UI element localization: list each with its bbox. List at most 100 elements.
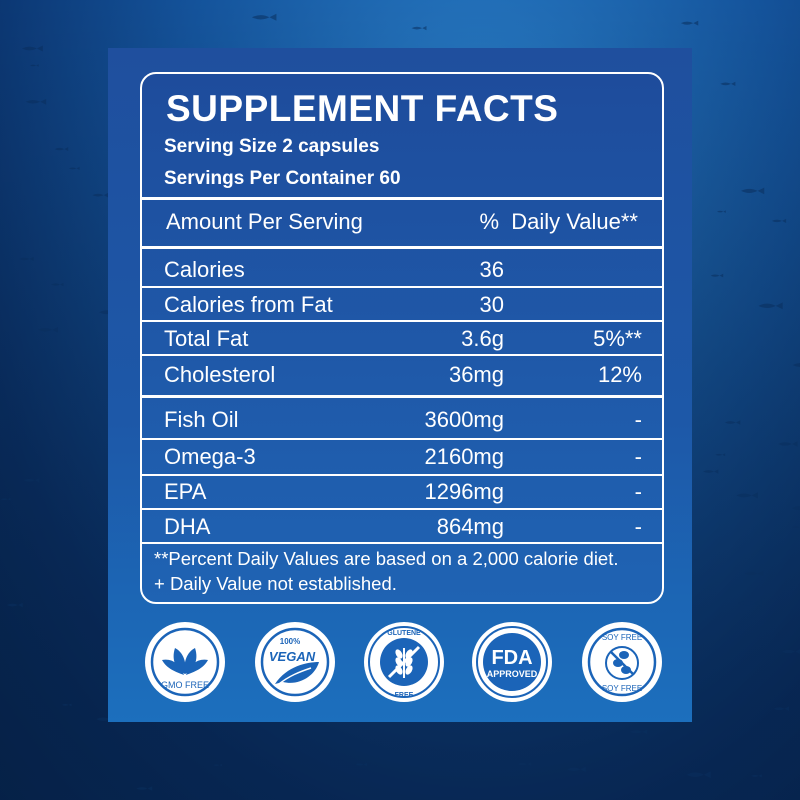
fish-silhouette <box>781 649 800 654</box>
nutrient-name: Calories from Fat <box>164 292 333 317</box>
fish-silhouette <box>771 218 787 223</box>
fish-silhouette <box>686 771 711 779</box>
nutrient-amount: 1296mg <box>424 479 504 504</box>
nutrient-name: Total Fat <box>164 326 249 351</box>
vegan-percent-label: 100% <box>280 637 300 646</box>
fish-silhouette <box>567 766 586 772</box>
nutrient-amount: 3600mg <box>424 407 504 432</box>
fish-silhouette <box>92 192 109 198</box>
fish-silhouette <box>25 98 47 105</box>
soy-free-badge: SOY FREE SOY FREE <box>582 622 662 702</box>
fish-silhouette <box>19 256 34 261</box>
fish-silhouette <box>791 506 800 511</box>
fish-silhouette <box>778 441 798 447</box>
fish-silhouette <box>717 210 726 213</box>
row-divider <box>142 354 662 356</box>
serving-size: Serving Size 2 capsules <box>164 136 380 157</box>
fish-silhouette <box>61 703 72 707</box>
nutrient-daily-value: - <box>634 444 642 469</box>
fish-silhouette <box>96 716 116 722</box>
fish-silhouette <box>773 706 790 711</box>
supplement-facts-box: SUPPLEMENT FACTS Serving Size 2 capsules… <box>140 72 664 604</box>
fish-silhouette <box>68 166 80 170</box>
fish-silhouette <box>251 13 277 21</box>
nutrient-amount: 30 <box>479 292 504 317</box>
vegan-label: VEGAN <box>269 649 316 664</box>
nutrient-amount: 2160mg <box>424 444 504 469</box>
amount-per-serving-header: Amount Per Serving <box>166 209 363 234</box>
fish-silhouette <box>29 64 39 67</box>
soybean-icon: SOY FREE SOY FREE <box>587 627 657 697</box>
fish-silhouette <box>736 492 758 499</box>
row-divider <box>142 286 662 288</box>
fish-silhouette <box>411 26 427 31</box>
facts-title: SUPPLEMENT FACTS <box>166 88 559 129</box>
gluten-free-badge: GLUTENE FREE <box>364 622 444 702</box>
fish-silhouette <box>792 526 800 529</box>
fish-silhouette <box>703 469 719 474</box>
nutrient-daily-value: - <box>634 407 642 432</box>
fish-silhouette <box>680 20 699 26</box>
row-divider <box>142 508 662 510</box>
row-divider <box>142 542 662 544</box>
fish-silhouette <box>737 599 762 607</box>
row-divider <box>142 320 662 322</box>
fish-silhouette <box>213 763 222 767</box>
nutrient-daily-value: 5%** <box>593 326 642 351</box>
fish-silhouette <box>629 729 648 735</box>
vegan-leaf-icon: 100% VEGAN <box>260 627 330 697</box>
nutrient-amount: 3.6g <box>461 326 504 351</box>
gmo-free-badge: GMO FREE <box>145 622 225 702</box>
fish-silhouette <box>23 478 40 483</box>
gmo-free-label: GMO FREE <box>161 680 209 690</box>
nutrient-name: Cholesterol <box>164 362 276 387</box>
fish-silhouette <box>751 774 762 778</box>
fish-silhouette <box>720 81 736 87</box>
soy-top-label: SOY FREE <box>602 633 642 642</box>
nutrient-name: Calories <box>164 257 245 282</box>
fda-approved-badge: FDA APPROVED <box>472 622 552 702</box>
fish-silhouette <box>136 786 153 791</box>
footnote-not-established: + Daily Value not established. <box>154 573 397 594</box>
divider-thick <box>142 395 662 398</box>
fish-silhouette <box>355 762 367 767</box>
nutrient-amount: 36 <box>479 257 504 282</box>
fish-silhouette <box>740 187 765 195</box>
soy-bottom-label: SOY FREE <box>602 684 642 693</box>
fish-silhouette <box>744 570 764 577</box>
nutrient-daily-value: - <box>634 479 642 504</box>
fish-silhouette <box>724 420 741 425</box>
daily-value-header: % Daily Value** <box>479 209 638 234</box>
nutrient-name: Omega-3 <box>164 444 256 469</box>
nutrient-daily-value: 12% <box>597 362 642 387</box>
certification-badges: GMO FREE 100% VEGAN GLUTENE FREE <box>0 622 800 712</box>
nutrient-amount: 36mg <box>448 362 504 387</box>
wheat-icon: GLUTENE FREE <box>368 626 440 699</box>
fda-label: FDA <box>491 647 532 669</box>
approved-label: APPROVED <box>487 669 538 679</box>
nutrient-name: Fish Oil <box>164 407 239 432</box>
footnote-daily-values: **Percent Daily Values are based on a 2,… <box>154 548 619 569</box>
row-divider <box>142 474 662 476</box>
nutrient-name: DHA <box>164 514 211 539</box>
fda-icon: FDA APPROVED <box>476 626 548 698</box>
fish-silhouette <box>51 282 64 287</box>
gluten-bottom-label: FREE <box>395 692 414 699</box>
fish-silhouette <box>54 147 69 151</box>
fish-silhouette <box>715 453 726 457</box>
vegan-badge: 100% VEGAN <box>255 622 335 702</box>
nutrient-amount: 864mg <box>436 514 504 539</box>
fish-silhouette <box>758 302 783 310</box>
fish-silhouette <box>22 45 43 52</box>
nutrient-name: EPA <box>164 479 207 504</box>
fish-silhouette <box>710 273 724 278</box>
divider-thick <box>142 197 662 200</box>
nutrient-daily-value: - <box>634 514 642 539</box>
leaves-icon: GMO FREE <box>150 627 220 697</box>
fish-silhouette <box>517 762 532 767</box>
fish-silhouette <box>6 602 23 608</box>
fish-silhouette <box>792 362 800 368</box>
servings-per-container: Servings Per Container 60 <box>164 168 401 189</box>
divider-header <box>142 246 662 249</box>
fish-silhouette <box>0 497 11 501</box>
